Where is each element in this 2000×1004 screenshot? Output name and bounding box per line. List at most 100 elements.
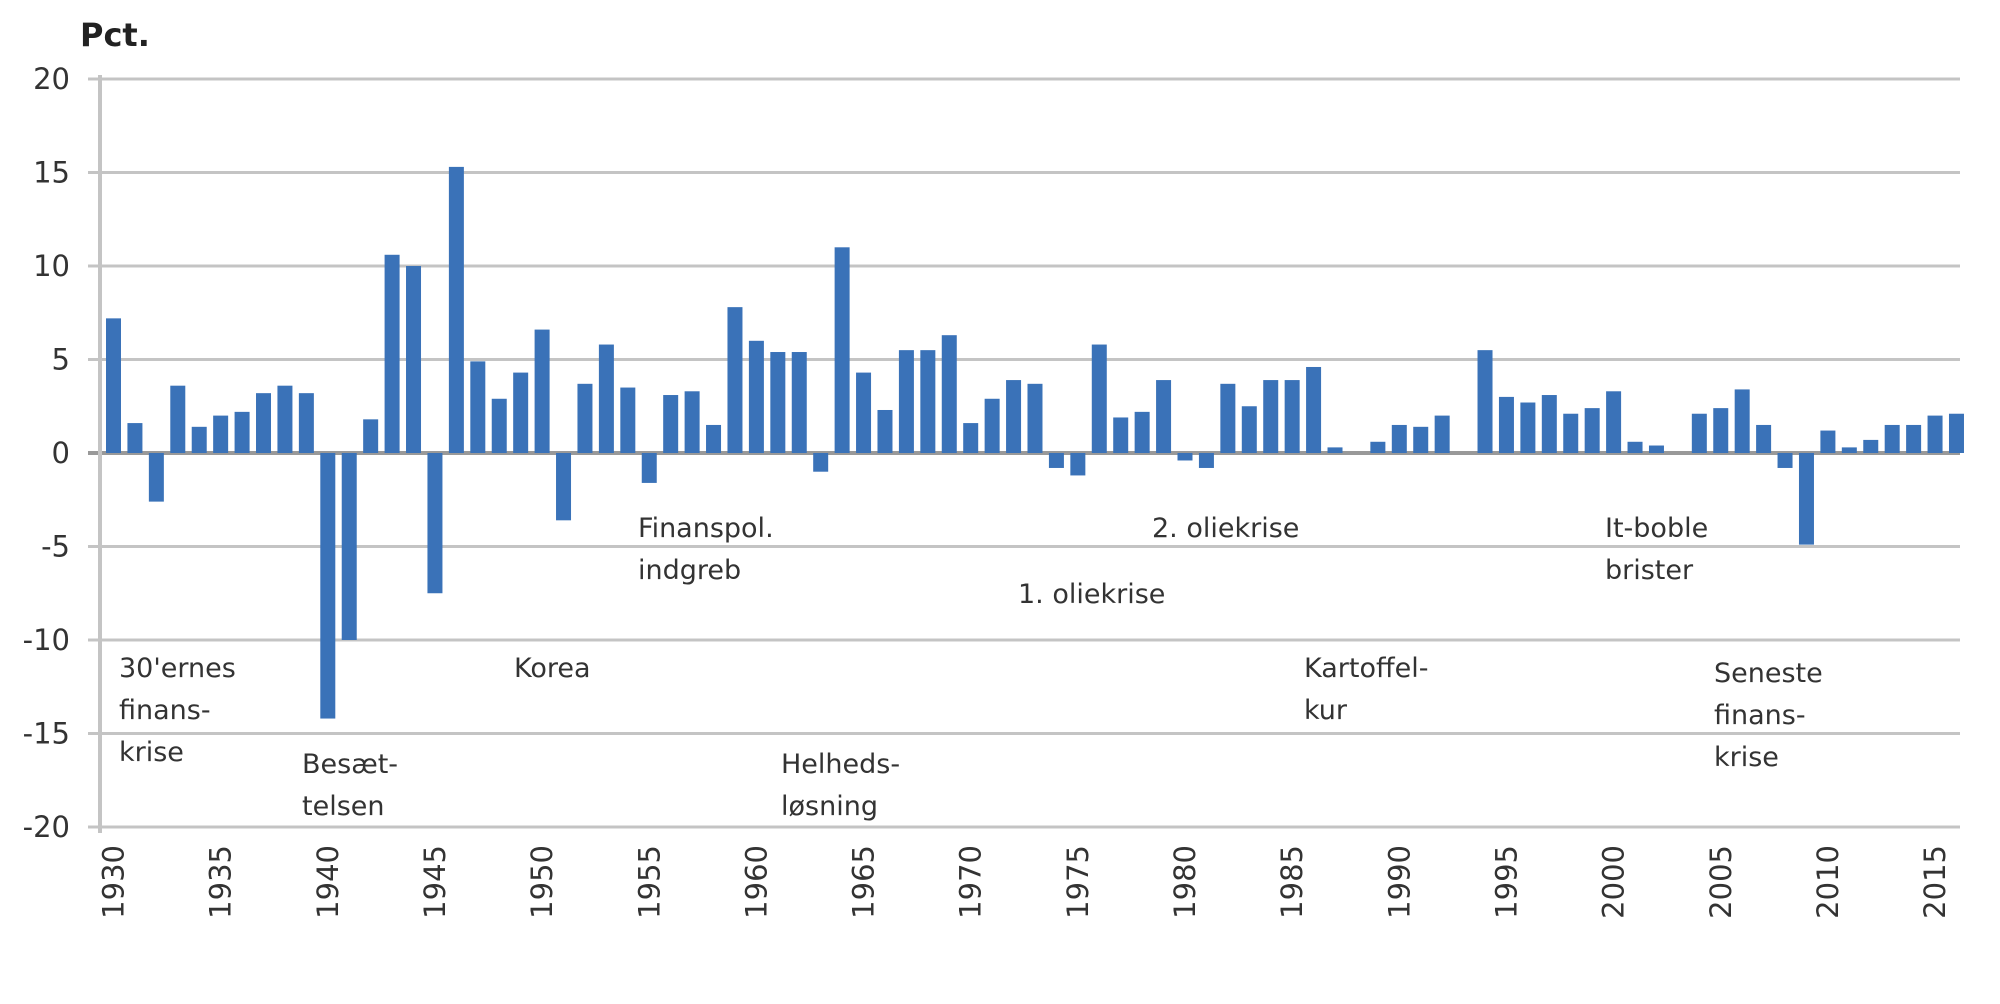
annotation: Helheds-løsning xyxy=(781,749,900,822)
bar-1973 xyxy=(1027,383,1043,453)
bar-1994 xyxy=(1477,350,1493,453)
bar-1950 xyxy=(534,329,550,453)
y-tick-label: -10 xyxy=(23,623,70,657)
annotation: Finanspol. indgreb xyxy=(638,513,774,586)
annotation-line: finans- xyxy=(1714,700,1806,731)
y-tick-label: -5 xyxy=(41,530,70,564)
bar-1959 xyxy=(727,307,743,453)
bar-2008 xyxy=(1777,453,1793,468)
x-tick-label: 2005 xyxy=(1704,845,1738,919)
annotation-line: 1. oliekrise xyxy=(1018,579,1165,610)
bar-1947 xyxy=(470,361,486,453)
x-tick-label: 2000 xyxy=(1597,845,1631,919)
x-tick-label: 1980 xyxy=(1168,845,1202,919)
x-tick-label: 1945 xyxy=(418,845,452,919)
annotation-line: Besæt- xyxy=(302,749,398,780)
x-tick-label: 1960 xyxy=(739,845,773,919)
bar-2010 xyxy=(1820,430,1836,453)
bar-1948 xyxy=(491,398,507,453)
x-tick-label: 1975 xyxy=(1061,845,1095,919)
y-tick-label: -15 xyxy=(23,717,70,751)
bar-1969 xyxy=(941,335,957,453)
bar-1958 xyxy=(706,424,722,453)
bar-1999 xyxy=(1584,408,1600,453)
x-tick-label: 1990 xyxy=(1382,845,1416,919)
bar-1941 xyxy=(341,453,357,640)
x-tick-label: 1955 xyxy=(632,845,666,919)
bar-1940 xyxy=(320,453,336,719)
bar-1943 xyxy=(384,254,400,453)
bar-2013 xyxy=(1884,424,1900,453)
bar-1962 xyxy=(791,352,807,453)
bar-1957 xyxy=(684,391,700,453)
bar-1991 xyxy=(1413,426,1429,453)
bar-1963 xyxy=(813,453,829,472)
bar-1966 xyxy=(877,409,893,453)
bar-1942 xyxy=(363,419,379,453)
bar-2000 xyxy=(1606,391,1622,453)
bar-1938 xyxy=(277,385,293,453)
bar-1979 xyxy=(1156,380,1172,453)
annotation-line: finans- xyxy=(119,695,211,726)
annotation: 1. oliekrise xyxy=(1018,579,1165,610)
annotation-line: 2. oliekrise xyxy=(1152,513,1299,544)
bar-1931 xyxy=(127,423,143,453)
bar-1945 xyxy=(427,453,443,594)
bar-2005 xyxy=(1713,408,1729,453)
annotation: Korea xyxy=(514,653,591,684)
y-tick-label: 5 xyxy=(52,343,70,377)
bar-1987 xyxy=(1327,447,1343,453)
bar-1961 xyxy=(770,352,786,453)
annotation-line: It-boble xyxy=(1605,513,1708,544)
bar-2014 xyxy=(1906,424,1922,453)
annotation-line: løsning xyxy=(781,791,878,822)
bar-2001 xyxy=(1627,441,1643,453)
y-tick-label: 0 xyxy=(52,436,70,470)
annotation-line: Kartoffel- xyxy=(1304,653,1428,684)
annotation-line: krise xyxy=(119,737,184,768)
bar-1949 xyxy=(513,372,529,453)
bar-1972 xyxy=(1006,380,1022,453)
bar-1982 xyxy=(1220,383,1236,453)
bar-1939 xyxy=(298,393,314,453)
bar-1951 xyxy=(556,453,572,521)
bar-1964 xyxy=(834,247,850,453)
annotation-line: Seneste xyxy=(1714,658,1823,689)
bar-1954 xyxy=(620,387,636,453)
x-tick-label: 1970 xyxy=(954,845,988,919)
bar-1978 xyxy=(1134,411,1150,453)
bar-1930 xyxy=(106,318,121,453)
bar-2012 xyxy=(1863,439,1879,453)
annotation: Besæt-telsen xyxy=(302,749,398,822)
annotation-line: brister xyxy=(1605,555,1694,586)
bar-1932 xyxy=(148,453,164,502)
annotation: Seneste finans-krise xyxy=(1714,658,1823,773)
bar-1960 xyxy=(748,340,764,453)
bar-1974 xyxy=(1048,453,1064,468)
y-tick-label: 10 xyxy=(33,249,70,283)
y-tick-label: 20 xyxy=(33,62,70,96)
bar-2004 xyxy=(1691,413,1707,453)
x-tick-label: 2015 xyxy=(1918,845,1952,919)
y-axis-unit-label: Pct. xyxy=(80,16,150,54)
bar-1955 xyxy=(641,453,657,483)
x-tick-label: 1935 xyxy=(204,845,238,919)
bar-1976 xyxy=(1091,344,1107,453)
annotation: It-boble brister xyxy=(1605,513,1708,586)
annotation-line: Korea xyxy=(514,653,591,684)
bar-1990 xyxy=(1391,424,1407,453)
bar-1936 xyxy=(234,411,250,453)
bar-2009 xyxy=(1798,453,1814,545)
bar-2006 xyxy=(1734,389,1750,453)
annotation: 2. oliekrise xyxy=(1152,513,1299,544)
bar-1934 xyxy=(191,426,207,453)
bar-1935 xyxy=(213,415,229,453)
bar-1996 xyxy=(1520,402,1536,453)
bar-1971 xyxy=(984,398,1000,453)
bar-1997 xyxy=(1541,395,1557,453)
bar-1989 xyxy=(1370,441,1386,453)
bar-2002 xyxy=(1648,445,1664,453)
bar-1984 xyxy=(1263,380,1279,453)
bar-2007 xyxy=(1756,424,1772,453)
